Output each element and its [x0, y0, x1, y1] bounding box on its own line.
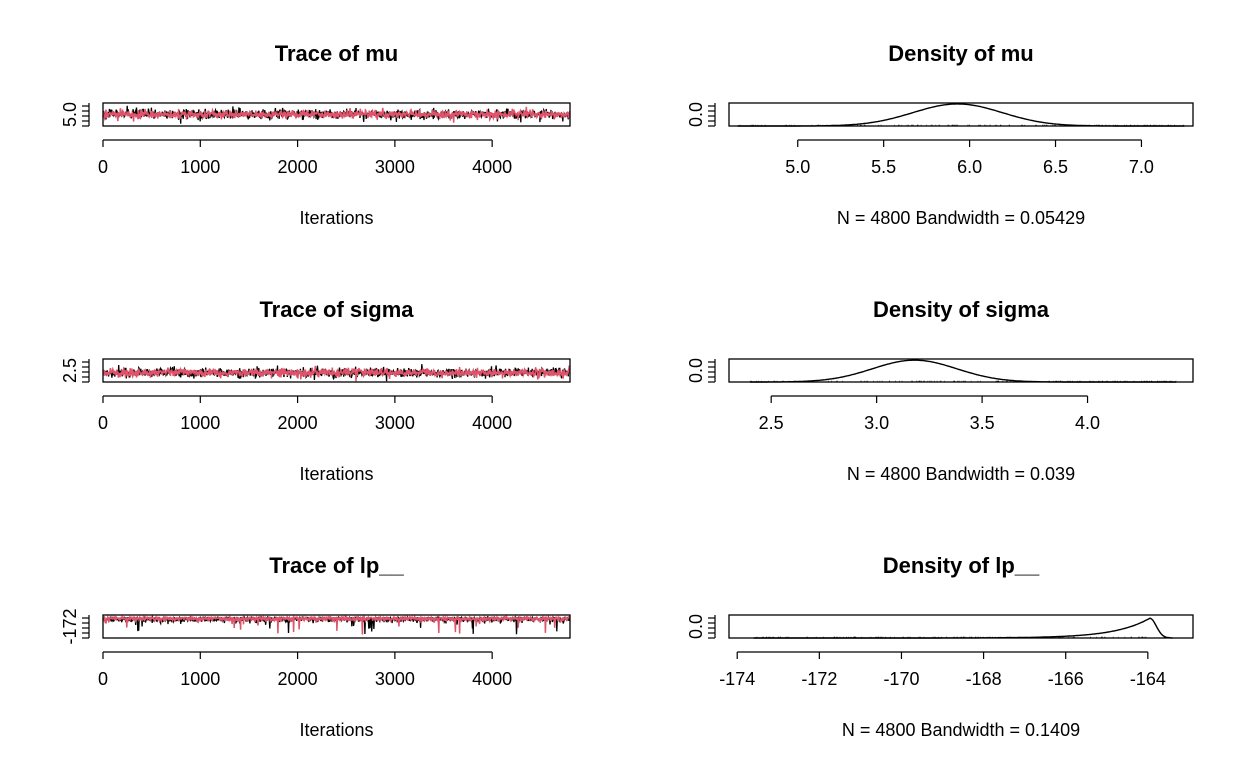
x-tick-label: -164 [1130, 669, 1166, 689]
y-tick-label: 0.0 [686, 102, 706, 127]
x-axis: -174 -172 -170 -168 -166 -164 [719, 651, 1166, 689]
y-tick-label: 2.5 [60, 358, 80, 383]
plot-frame [102, 614, 571, 639]
y-axis: 5.0 [60, 102, 90, 127]
x-axis: 5.0 5.5 6.0 6.5 7.0 [785, 139, 1154, 177]
x-tick-label: 1000 [180, 157, 220, 177]
plot-frame [728, 614, 1194, 639]
panel-title: Trace of sigma [259, 297, 414, 322]
x-axis-label: N = 4800 Bandwidth = 0.05429 [837, 208, 1085, 228]
x-tick-label: 7.0 [1129, 157, 1154, 177]
x-axis: 0 1000 2000 3000 4000 [98, 139, 512, 177]
panel-title: Density of lp__ [883, 553, 1040, 578]
x-tick-label: 3.0 [864, 413, 889, 433]
x-axis-label: Iterations [299, 464, 373, 484]
x-axis-label: N = 4800 Bandwidth = 0.1409 [842, 720, 1080, 740]
x-tick-label: 4.0 [1075, 413, 1100, 433]
y-axis: -172 [60, 608, 90, 645]
x-tick-label: 2.5 [759, 413, 784, 433]
density-of-mu-panel: Density of mu 5.0 5.5 6.0 6.5 7.0 0.0 N = 4800 … [686, 41, 1194, 228]
y-axis: 0.0 [686, 102, 716, 127]
x-axis: 2.5 3.0 3.5 4.0 [759, 395, 1100, 433]
density-curve [737, 103, 1185, 127]
x-axis: 0 1000 2000 3000 4000 [98, 395, 512, 433]
x-tick-label: 3000 [375, 157, 415, 177]
x-tick-label: 2000 [278, 157, 318, 177]
y-axis: 0.0 [686, 614, 716, 639]
trace-line-chain-2 [102, 365, 571, 382]
trace-line-chain-2 [102, 106, 571, 123]
x-tick-label: -174 [719, 669, 755, 689]
y-tick-label: 0.0 [686, 614, 706, 639]
x-axis: 0 1000 2000 3000 4000 [98, 651, 512, 689]
x-tick-label: 3.5 [970, 413, 995, 433]
x-tick-label: 2000 [278, 413, 318, 433]
x-tick-label: 4000 [472, 157, 512, 177]
x-tick-label: -172 [801, 669, 837, 689]
density-curve [750, 359, 1177, 383]
density-curve [753, 617, 1173, 639]
x-tick-label: 1000 [180, 413, 220, 433]
trace-line-chain-2 [102, 614, 571, 635]
density-of-sigma-panel: Density of sigma 2.5 3.0 3.5 4.0 0.0 N = 4800 … [686, 297, 1194, 484]
x-tick-label: 4000 [472, 413, 512, 433]
panel-title: Trace of lp__ [269, 553, 404, 578]
plot-frame [102, 358, 571, 383]
x-tick-label: 5.5 [871, 157, 896, 177]
x-tick-label: 0 [98, 413, 108, 433]
y-axis: 0.0 [686, 358, 716, 383]
x-axis-label: Iterations [299, 208, 373, 228]
x-tick-label: 4000 [472, 669, 512, 689]
plot-frame [728, 358, 1194, 383]
y-axis: 2.5 [60, 358, 90, 383]
x-tick-label: 3000 [375, 669, 415, 689]
plot-frame [102, 102, 571, 127]
y-tick-label: 5.0 [60, 102, 80, 127]
x-tick-label: 3000 [375, 413, 415, 433]
x-tick-label: 0 [98, 157, 108, 177]
x-tick-label: 0 [98, 669, 108, 689]
x-tick-label: -166 [1048, 669, 1084, 689]
trace-of-mu-panel: Trace of mu 0 1000 2000 3000 4000 5.0 Iteration… [60, 41, 571, 228]
plot-frame [728, 102, 1194, 127]
x-axis-label: Iterations [299, 720, 373, 740]
panel-title: Trace of mu [275, 41, 398, 66]
x-tick-label: -170 [883, 669, 919, 689]
trace-of-sigma-panel: Trace of sigma 0 1000 2000 3000 4000 2.5 Iterat… [60, 297, 571, 484]
x-tick-label: 6.5 [1043, 157, 1068, 177]
x-tick-label: 2000 [278, 669, 318, 689]
x-tick-label: 5.0 [785, 157, 810, 177]
x-tick-label: -168 [966, 669, 1002, 689]
density-of-lp-panel: Density of lp__ -174 -172 -170 -168 -166 -164 0… [686, 553, 1194, 740]
trace-of-lp-panel: Trace of lp__ 0 1000 2000 3000 4000 -172 Iterat… [60, 553, 571, 740]
x-tick-label: 1000 [180, 669, 220, 689]
panel-title: Density of sigma [873, 297, 1050, 322]
y-tick-label: -172 [60, 608, 80, 644]
x-tick-label: 6.0 [957, 157, 982, 177]
x-axis-label: N = 4800 Bandwidth = 0.039 [847, 464, 1075, 484]
y-tick-label: 0.0 [686, 358, 706, 383]
panel-title: Density of mu [888, 41, 1033, 66]
